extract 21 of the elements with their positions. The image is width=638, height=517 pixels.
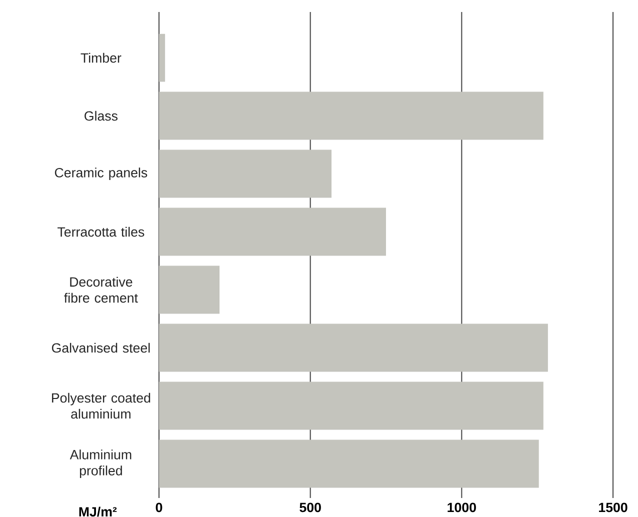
- x-tick-label: 0: [156, 502, 162, 512]
- bar: [159, 324, 548, 372]
- y-tick-label: Terracotta tiles: [58, 226, 144, 237]
- bar: [159, 208, 386, 256]
- y-tick-label: Ceramic panels: [54, 168, 148, 180]
- y-tick-label: Polyester coated aluminium: [52, 392, 150, 419]
- bar: [159, 440, 539, 488]
- y-tick-label: Decorative fibre cement: [64, 276, 138, 303]
- x-tick-label: 1000: [448, 502, 476, 512]
- y-tick-label: Glass: [84, 110, 118, 121]
- bar: [159, 92, 544, 140]
- y-tick-label: Aluminium profiled: [70, 450, 132, 478]
- x-tick-label: 1500: [599, 502, 628, 512]
- bar: [159, 150, 332, 198]
- bar: [159, 382, 544, 430]
- bar: [159, 34, 166, 82]
- y-tick-label: Timber: [80, 52, 122, 63]
- x-tick-label: 500: [300, 502, 321, 512]
- bar: [159, 266, 220, 314]
- y-tick-label: Galvanised steel: [52, 342, 150, 353]
- x-axis-title: MJ/m²: [79, 506, 117, 517]
